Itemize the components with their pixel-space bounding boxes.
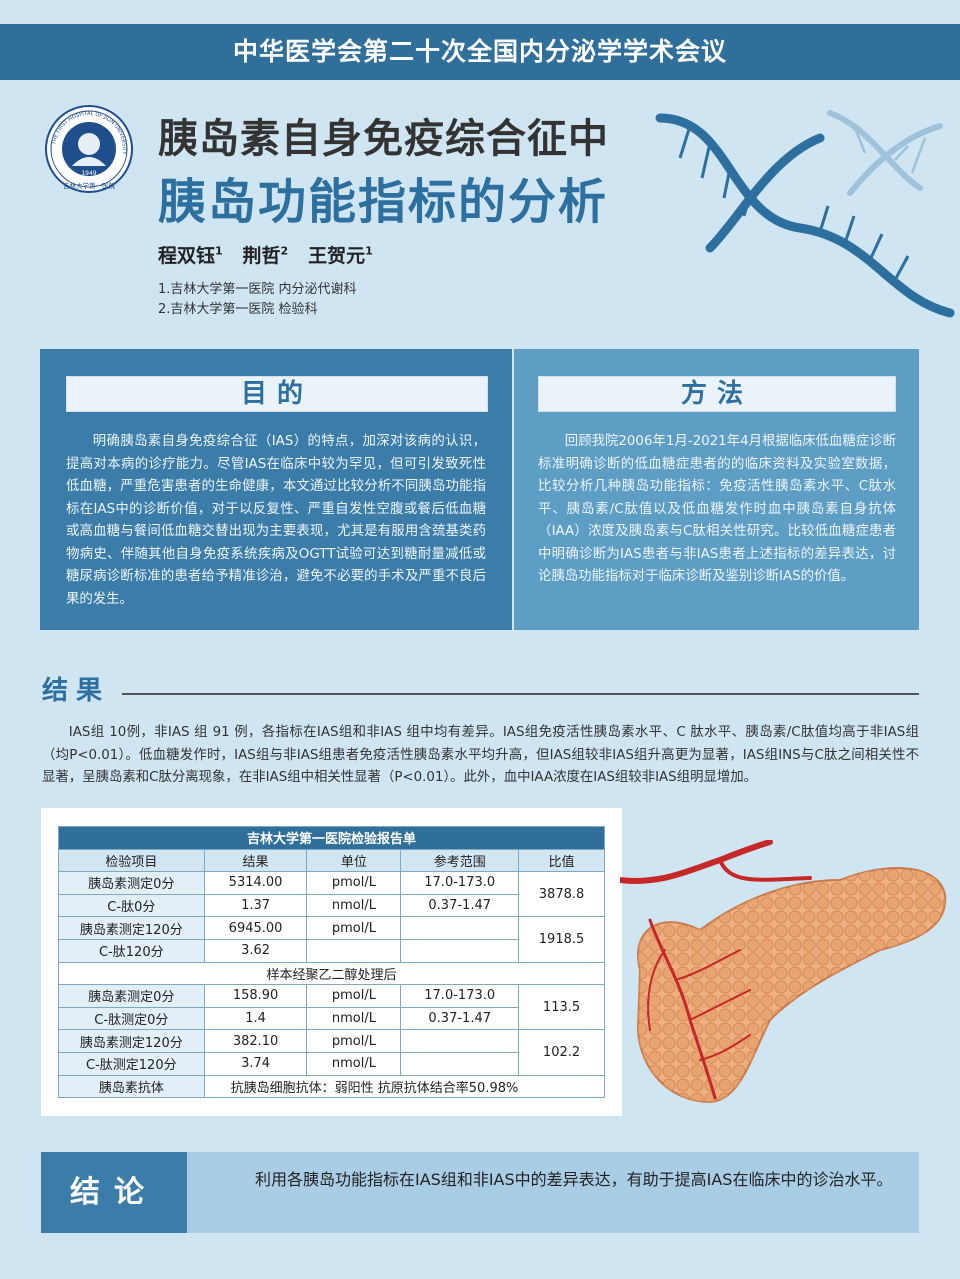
logo-year: 1949 bbox=[81, 170, 96, 177]
dna-helix-illustration bbox=[655, 110, 955, 318]
purpose-text: 明确胰岛素自身免疫综合征（IAS）的特点，加深对该病的认识，提高对本病的诊疗能力… bbox=[66, 434, 486, 607]
column-header: 比值 bbox=[518, 848, 605, 873]
poster-title-line2: 胰岛功能指标的分析 bbox=[158, 174, 609, 230]
antibody-label: 胰岛素抗体 bbox=[58, 1074, 205, 1099]
table-row: C-肽测定0分 1.4 nmol/L 0.37-1.47 bbox=[58, 1006, 605, 1031]
lab-report-card: 吉林大学第一医院检验报告单 检验项目 结果 单位 参考范围 比值 胰岛素测定0分… bbox=[41, 808, 622, 1116]
antibody-value: 抗胰岛细胞抗体：弱阳性 抗原抗体结合率50.98% bbox=[203, 1074, 606, 1099]
table-row: 胰岛素测定120分 382.10 pmol/L 102.2 bbox=[58, 1029, 605, 1076]
conclusion-title: 结论 bbox=[41, 1152, 187, 1233]
column-header: 单位 bbox=[306, 848, 402, 873]
affiliation: 2.吉林大学第一医院 检验科 bbox=[158, 302, 318, 317]
table-row: C-肽测定120分 3.74 nmol/L bbox=[58, 1051, 605, 1076]
table-row: 胰岛素测定0分 5314.00 pmol/L 17.0-173.0 3878.8 bbox=[58, 871, 605, 918]
ratio-cell: 1918.5 bbox=[518, 916, 605, 963]
lab-report-table: 吉林大学第一医院检验报告单 检验项目 结果 单位 参考范围 比值 胰岛素测定0分… bbox=[58, 826, 606, 1099]
results-divider bbox=[122, 693, 919, 695]
table-row: 胰岛素测定120分 6945.00 pmol/L 1918.5 bbox=[58, 916, 605, 963]
results-text: IAS组 10例，非IAS 组 91 例，各指标在IAS组和非IAS 组中均有差… bbox=[42, 725, 919, 785]
table-row: C-肽120分 3.62 bbox=[58, 938, 605, 963]
column-header: 结果 bbox=[203, 848, 308, 873]
method-panel: 方法 回顾我院2006年1月-2021年4月根据临床低血糖症诊断标准明确诊断的低… bbox=[514, 349, 919, 630]
peg-note: 样本经聚乙二醇处理后 bbox=[58, 961, 605, 986]
author-name: 荆哲 bbox=[242, 245, 281, 267]
ratio-cell: 3878.8 bbox=[518, 871, 605, 918]
logo-bottom-text: 吉林大学第一医院 bbox=[63, 181, 116, 190]
method-text: 回顾我院2006年1月-2021年4月根据临床低血糖症诊断标准明确诊断的低血糖症… bbox=[538, 434, 896, 584]
ratio-cell: 102.2 bbox=[518, 1029, 605, 1076]
hospital-logo: THE FIRST HOSPITAL OF JILIN UNIVERSITY 1… bbox=[45, 105, 133, 193]
method-title: 方法 bbox=[538, 376, 896, 412]
ratio-cell: 113.5 bbox=[518, 984, 605, 1031]
conference-banner: 中华医学会第二十次全国内分泌学学术会议 bbox=[0, 24, 960, 80]
table-caption: 吉林大学第一医院检验报告单 bbox=[58, 826, 605, 850]
conclusion-text: 利用各胰岛功能指标在IAS组和非IAS中的差异表达，有助于提高IAS在临床中的诊… bbox=[255, 1170, 893, 1189]
table-row: 胰岛素测定0分 158.90 pmol/L 17.0-173.0 113.5 bbox=[58, 984, 605, 1031]
affiliation: 1.吉林大学第一医院 内分泌代谢科 bbox=[158, 282, 357, 297]
author-name: 王贺元 bbox=[308, 245, 366, 267]
results-title: 结果 bbox=[42, 676, 111, 706]
conclusion-box bbox=[187, 1152, 919, 1233]
table-row: 样本经聚乙二醇处理后 bbox=[58, 961, 605, 986]
poster-title-line1: 胰岛素自身免疫综合征中 bbox=[158, 116, 609, 162]
pancreas-illustration bbox=[620, 840, 947, 1104]
author-list: 程双钰1 荆哲2 王贺元1 bbox=[158, 244, 373, 267]
table-row: 胰岛素抗体 抗胰岛细胞抗体：弱阳性 抗原抗体结合率50.98% bbox=[58, 1074, 606, 1099]
table-header-row: 检验项目 结果 单位 参考范围 比值 bbox=[58, 848, 605, 873]
column-header: 参考范围 bbox=[400, 848, 520, 873]
purpose-title: 目的 bbox=[66, 376, 488, 412]
author-name: 程双钰 bbox=[158, 245, 216, 267]
purpose-panel: 目的 明确胰岛素自身免疫综合征（IAS）的特点，加深对该病的认识，提高对本病的诊… bbox=[40, 349, 512, 630]
column-header: 检验项目 bbox=[58, 848, 205, 873]
